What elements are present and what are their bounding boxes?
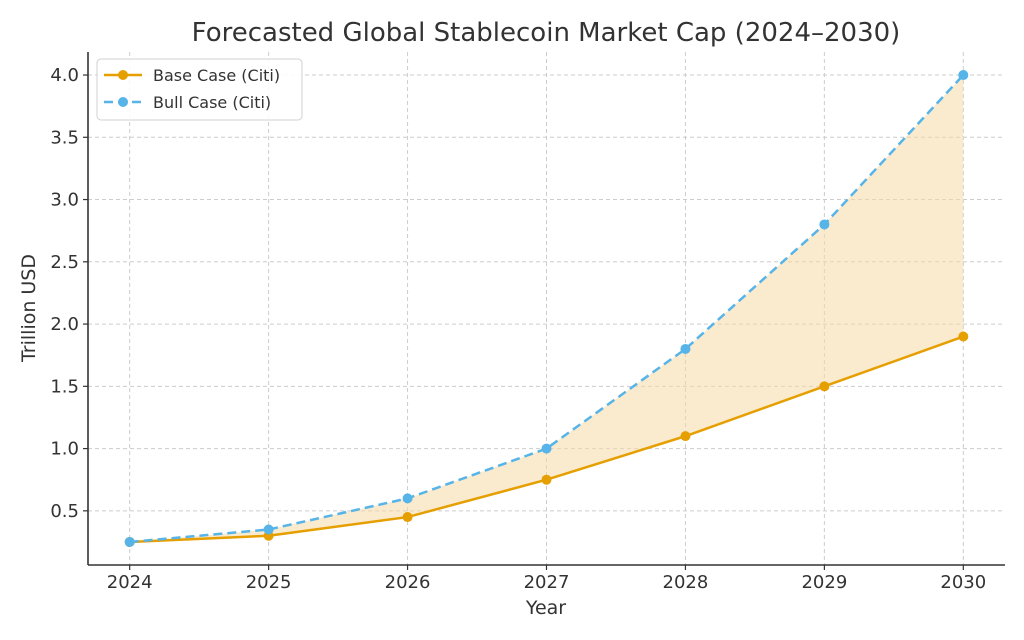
series-bull-case bbox=[124, 70, 969, 547]
y-tick-label: 4.0 bbox=[50, 65, 79, 86]
series-layer bbox=[124, 70, 969, 547]
data-point bbox=[819, 219, 830, 230]
y-tick-label: 3.0 bbox=[50, 190, 79, 211]
y-tick-label: 3.5 bbox=[50, 127, 79, 148]
y-axis-label: Trillion USD bbox=[18, 254, 40, 363]
y-ticks: 0.5 1.0 1.5 2.0 2.5 3.0 3.5 4.0 bbox=[50, 65, 88, 522]
legend-marker bbox=[118, 97, 128, 107]
data-point bbox=[680, 343, 691, 354]
data-point bbox=[402, 493, 413, 504]
legend-box bbox=[96, 58, 303, 121]
data-point bbox=[680, 431, 691, 442]
legend-marker bbox=[118, 70, 128, 80]
x-tick-label: 2027 bbox=[524, 572, 570, 593]
legend-label: Bull Case (Citi) bbox=[153, 93, 271, 112]
data-point bbox=[958, 70, 969, 81]
data-point bbox=[124, 536, 135, 547]
data-point bbox=[541, 443, 552, 454]
data-point bbox=[402, 512, 413, 523]
data-point bbox=[958, 331, 969, 342]
x-tick-label: 2029 bbox=[801, 572, 847, 593]
x-tick-label: 2025 bbox=[246, 572, 292, 593]
y-tick-label: 2.0 bbox=[50, 314, 79, 335]
y-tick-label: 0.5 bbox=[50, 501, 79, 522]
legend: Base Case (Citi) Bull Case (Citi) bbox=[96, 58, 303, 121]
x-ticks: 2024 2025 2026 2027 2028 2029 2030 bbox=[107, 565, 986, 593]
data-point bbox=[541, 474, 552, 485]
x-tick-label: 2030 bbox=[940, 572, 986, 593]
data-point bbox=[819, 381, 830, 392]
legend-label: Base Case (Citi) bbox=[153, 66, 280, 85]
fill-between-area bbox=[129, 75, 964, 542]
x-tick-label: 2028 bbox=[663, 572, 709, 593]
chart-title: Forecasted Global Stablecoin Market Cap … bbox=[192, 18, 901, 48]
y-tick-label: 1.5 bbox=[50, 376, 79, 397]
x-axis-label: Year bbox=[525, 597, 566, 619]
x-tick-label: 2024 bbox=[107, 572, 153, 593]
x-tick-label: 2026 bbox=[385, 572, 431, 593]
y-tick-label: 2.5 bbox=[50, 252, 79, 273]
data-point bbox=[263, 524, 274, 535]
y-tick-label: 1.0 bbox=[50, 439, 79, 460]
